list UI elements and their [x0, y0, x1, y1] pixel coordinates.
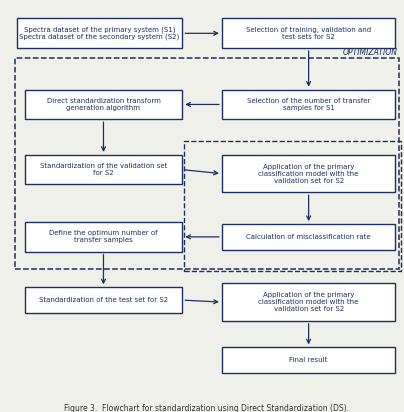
Text: Standardization of the validation set
for S2: Standardization of the validation set fo… — [40, 163, 167, 176]
Text: Spectra dataset of the primary system (S1)
Spectra dataset of the secondary syst: Spectra dataset of the primary system (S… — [19, 26, 180, 40]
FancyBboxPatch shape — [222, 347, 396, 373]
FancyBboxPatch shape — [25, 287, 182, 313]
FancyBboxPatch shape — [25, 155, 182, 185]
FancyBboxPatch shape — [25, 222, 182, 252]
Text: Selection of the number of transfer
samples for S1: Selection of the number of transfer samp… — [247, 98, 370, 111]
Text: Selection of training, validation and
test sets for S2: Selection of training, validation and te… — [246, 27, 371, 40]
FancyBboxPatch shape — [222, 90, 396, 119]
FancyBboxPatch shape — [17, 19, 182, 48]
FancyBboxPatch shape — [222, 155, 396, 192]
Text: Figure 3.  Flowchart for standardization using Direct Standardization (DS).: Figure 3. Flowchart for standardization … — [63, 404, 349, 412]
Text: Direct standardization transform
generation algorithm: Direct standardization transform generat… — [46, 98, 160, 111]
Text: Final result: Final result — [289, 357, 328, 363]
FancyBboxPatch shape — [222, 224, 396, 250]
Text: Application of the primary
classification model with the
validation set for S2: Application of the primary classificatio… — [259, 292, 359, 312]
Bar — [184, 141, 401, 272]
Text: Standardization of the test set for S2: Standardization of the test set for S2 — [39, 297, 168, 303]
Text: Calculation of misclassification rate: Calculation of misclassification rate — [246, 234, 371, 240]
FancyBboxPatch shape — [222, 19, 396, 48]
Text: Define the optimum number of
transfer samples: Define the optimum number of transfer sa… — [49, 230, 158, 243]
FancyBboxPatch shape — [25, 90, 182, 119]
Text: Application of the primary
classification model with the
validation set for S2: Application of the primary classificatio… — [259, 164, 359, 184]
Text: OPTIMIZATION: OPTIMIZATION — [342, 48, 398, 57]
Bar — [15, 58, 400, 269]
FancyBboxPatch shape — [222, 283, 396, 321]
